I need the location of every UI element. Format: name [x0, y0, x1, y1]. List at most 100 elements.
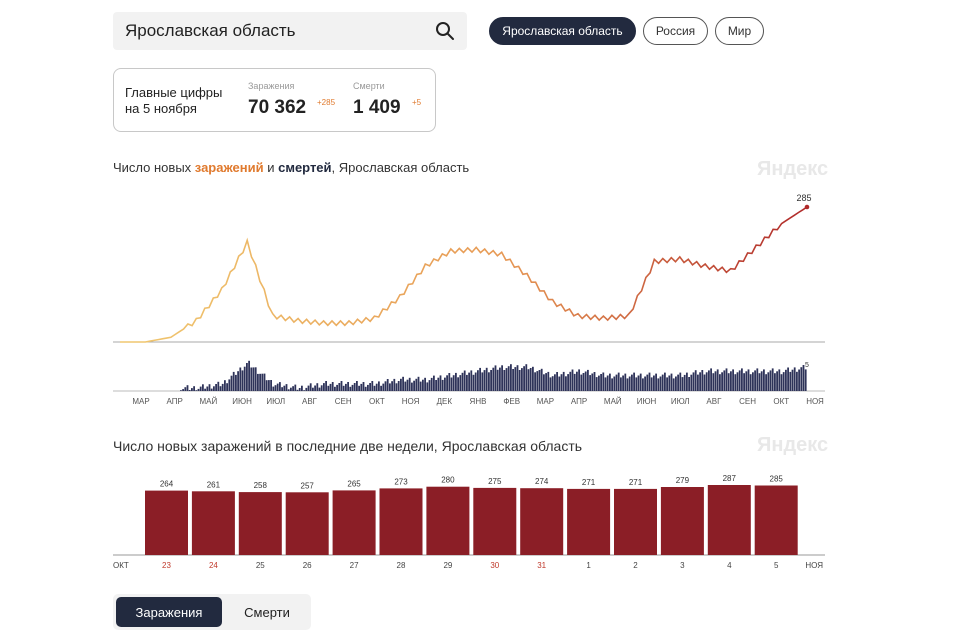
deaths-bar: [494, 365, 497, 391]
tab-deaths[interactable]: Смерти: [244, 604, 290, 620]
bar-value-label: 274: [535, 477, 549, 486]
deaths-bar: [611, 378, 613, 391]
chart2-title: Число новых заражений в последние две не…: [113, 438, 583, 454]
deaths-bar: [789, 371, 792, 391]
deaths-bar: [474, 372, 477, 391]
x-tick-label: НОЯ: [806, 397, 824, 406]
x-tick-label: СЕН: [335, 397, 352, 406]
region-tab-russia[interactable]: Россия: [643, 17, 708, 45]
x-tick-label: 31: [537, 561, 546, 570]
deaths-bar: [573, 373, 576, 391]
deaths-bar: [598, 375, 600, 391]
deaths-bar: [703, 374, 706, 391]
deaths-bar: [340, 381, 343, 391]
deaths-bar: [567, 374, 569, 391]
deaths-bar: [404, 381, 407, 391]
deaths-bar: [257, 373, 259, 391]
deaths-bar: [287, 389, 290, 391]
deaths-bar: [714, 371, 717, 391]
tab-cases[interactable]: Заражения: [116, 597, 222, 627]
deaths-bar: [622, 375, 624, 391]
bar: [520, 488, 564, 555]
deaths-bar: [609, 373, 611, 391]
deaths-bar: [210, 388, 213, 391]
deaths-bar: [571, 369, 574, 391]
bar-value-label: 279: [676, 476, 690, 485]
x-tick-label: 26: [303, 561, 312, 570]
deaths-bar: [741, 368, 743, 391]
deaths-bar: [782, 372, 785, 391]
deaths-bar: [393, 378, 396, 391]
deaths-bar: [540, 368, 543, 391]
bar: [660, 487, 704, 555]
deaths-bar: [593, 372, 596, 391]
deaths-bar: [569, 371, 572, 391]
deaths-bar: [624, 373, 627, 391]
deaths-bar: [710, 368, 712, 391]
deaths-bar: [558, 376, 561, 391]
deaths-bar: [301, 385, 303, 391]
deaths-bar: [796, 371, 798, 391]
deaths-bar: [501, 365, 503, 391]
deaths-bar: [314, 385, 316, 391]
deaths-bar: [547, 371, 550, 391]
deaths-bar: [499, 367, 501, 391]
deaths-bar: [259, 373, 261, 391]
deaths-bar: [191, 388, 193, 391]
deaths-bar: [303, 390, 305, 391]
deaths-bar: [334, 386, 336, 391]
deaths-bar: [699, 372, 701, 391]
deaths-bar: [503, 370, 506, 391]
region-search[interactable]: [113, 12, 467, 50]
deaths-bar: [400, 378, 402, 391]
deaths-bar: [439, 375, 442, 391]
deaths-bar: [758, 373, 761, 391]
deaths-bar: [591, 373, 594, 391]
x-tick-label: 5: [774, 561, 779, 570]
deaths-total: 1 409: [353, 97, 401, 118]
bar-value-label: 273: [394, 477, 408, 486]
deaths-bar: [320, 385, 323, 391]
deaths-bar: [510, 364, 512, 391]
deaths-bar: [217, 381, 220, 391]
deaths-bar: [276, 383, 279, 391]
deaths-bar: [538, 370, 541, 391]
deaths-bar: [450, 377, 453, 391]
deaths-bar: [560, 374, 563, 391]
deaths-bar: [507, 366, 510, 391]
deaths-bar: [318, 387, 321, 391]
bar-value-label: 280: [441, 476, 455, 485]
deaths-bar: [602, 372, 605, 391]
x-tick-label: 4: [727, 561, 732, 570]
deaths-bar: [633, 372, 635, 391]
deaths-bar: [309, 383, 312, 391]
deaths-bar: [433, 375, 435, 391]
deaths-bar: [787, 367, 789, 391]
deaths-bar: [657, 378, 660, 391]
deaths-bar: [492, 367, 495, 391]
x-tick-label: ОКТ: [369, 397, 385, 406]
deaths-bar: [496, 369, 499, 391]
deaths-bar: [595, 377, 598, 391]
deaths-bar: [723, 370, 726, 391]
region-tab-yaroslavl[interactable]: Ярославская область: [489, 17, 636, 45]
deaths-bar: [292, 386, 294, 391]
deaths-bar: [734, 374, 737, 391]
deaths-bar: [263, 373, 266, 391]
deaths-bar: [468, 372, 470, 391]
deaths-bar: [712, 373, 715, 391]
deaths-bar: [477, 370, 479, 391]
bar: [238, 492, 282, 555]
deaths-bar: [323, 383, 325, 391]
deaths-bar: [745, 371, 748, 391]
search-icon[interactable]: [435, 21, 455, 41]
region-search-input[interactable]: [125, 21, 435, 41]
deaths-bar: [576, 371, 578, 391]
region-tab-world[interactable]: Мир: [715, 17, 764, 45]
deaths-bar: [694, 370, 697, 391]
x-tick-label: МАР: [132, 397, 149, 406]
deaths-bar: [804, 369, 807, 391]
deaths-caption: Смерти: [353, 81, 385, 91]
deaths-bar: [675, 376, 677, 391]
deaths-bar: [556, 372, 558, 391]
